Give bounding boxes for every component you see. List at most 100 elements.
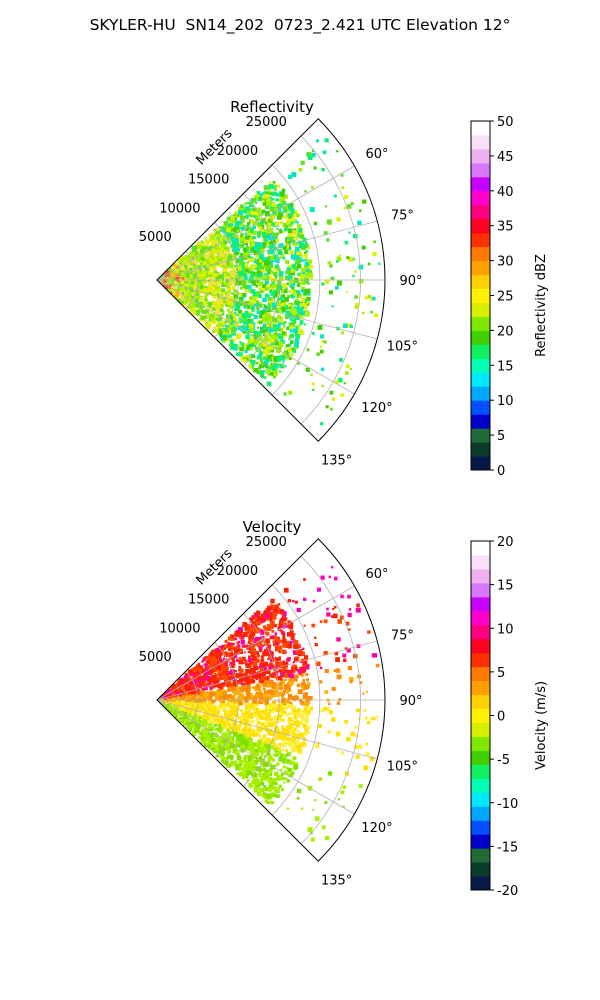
echo-cell <box>267 355 271 360</box>
echo-cell <box>238 687 242 691</box>
echo-cell <box>265 242 271 247</box>
echo-cell <box>238 635 242 639</box>
echo-cell <box>166 270 169 273</box>
echo-cell <box>216 293 221 298</box>
echo-cell <box>278 243 284 249</box>
echo-cell <box>230 216 235 221</box>
echo-cell <box>301 306 305 310</box>
echo-cell <box>215 734 219 738</box>
echo-cell <box>208 682 212 686</box>
echo-cell <box>224 302 228 306</box>
echo-cell <box>186 702 191 707</box>
echo-cell <box>305 249 309 253</box>
echo-cell <box>283 587 289 593</box>
echo-cell <box>254 748 258 753</box>
echo-cell <box>202 657 207 661</box>
echo-cell <box>294 246 300 252</box>
echo-cell <box>259 667 265 672</box>
echo-cell <box>217 322 220 325</box>
echo-cell <box>324 138 329 143</box>
echo-cell <box>211 288 217 294</box>
echo-cell <box>252 241 258 247</box>
echo-cell <box>200 240 203 243</box>
echo-cell <box>241 702 244 705</box>
echo-cell <box>253 210 258 216</box>
echo-cell <box>245 668 250 674</box>
echo-cell <box>256 246 261 251</box>
echo-cell <box>210 663 215 668</box>
echo-cell <box>246 226 250 230</box>
echo-cell <box>302 289 307 294</box>
echo-cell <box>283 289 288 294</box>
reflectivity-colorbar <box>470 120 494 471</box>
echo-cell <box>261 778 265 781</box>
echo-cell <box>291 286 294 290</box>
echo-cell <box>208 709 213 714</box>
echo-cell <box>211 709 215 713</box>
echo-cell <box>170 289 173 292</box>
echo-cell <box>239 321 242 324</box>
echo-cell <box>276 368 279 371</box>
echo-cell <box>238 700 243 706</box>
echo-cell <box>196 282 201 287</box>
echo-cell <box>178 719 183 724</box>
echo-cell <box>192 676 195 679</box>
radial-tick-label: 15000 <box>188 173 229 188</box>
echo-cell <box>216 662 220 666</box>
echo-cell <box>271 801 275 804</box>
echo-cell <box>255 643 258 646</box>
echo-cell <box>173 712 176 715</box>
echo-cell <box>186 283 190 287</box>
echo-cell <box>252 291 258 297</box>
echo-cell <box>284 357 288 360</box>
echo-cell <box>250 629 253 633</box>
echo-cell <box>252 648 257 653</box>
echo-cell <box>337 798 341 801</box>
echo-cell <box>212 307 216 311</box>
echo-cell <box>277 244 280 248</box>
echo-cell <box>288 279 293 284</box>
echo-cell <box>272 793 277 798</box>
echo-cell <box>228 223 234 228</box>
echo-cell <box>229 262 234 267</box>
echo-cell <box>240 356 245 361</box>
echo-cell <box>192 730 197 735</box>
echo-cell <box>269 217 274 221</box>
echo-cell <box>287 325 291 329</box>
reflectivity-frame <box>156 118 386 442</box>
echo-cell <box>259 699 263 702</box>
echo-cell <box>221 759 226 764</box>
echo-cell <box>274 330 277 334</box>
echo-cell <box>278 249 282 253</box>
echo-cell <box>217 233 222 239</box>
echo-cell <box>240 235 243 239</box>
echo-cell <box>261 788 265 792</box>
echo-cell <box>286 725 292 730</box>
echo-cell <box>194 702 199 707</box>
echo-cell <box>295 259 301 265</box>
echo-cell <box>302 237 307 243</box>
echo-cell <box>260 710 264 714</box>
echo-cell <box>267 359 270 362</box>
echo-cell <box>276 215 282 220</box>
echo-cell <box>240 286 244 290</box>
echo-cell <box>305 673 309 677</box>
echo-cell <box>267 295 270 298</box>
echo-cell <box>241 227 245 231</box>
echo-cell <box>237 626 243 632</box>
echo-cell <box>321 167 325 172</box>
echo-cell <box>296 720 300 723</box>
echo-cell <box>225 725 230 730</box>
echo-cell <box>330 566 334 569</box>
echo-cell <box>236 772 239 776</box>
echo-cell <box>248 343 253 349</box>
echo-cell <box>266 730 272 736</box>
echo-cell <box>228 281 233 286</box>
echo-cell <box>262 711 267 716</box>
echo-cell <box>281 694 285 698</box>
echo-cell <box>287 693 293 699</box>
echo-cell <box>313 166 317 170</box>
echo-cell <box>245 663 251 668</box>
echo-cell <box>256 356 260 360</box>
echo-cell <box>243 672 248 677</box>
